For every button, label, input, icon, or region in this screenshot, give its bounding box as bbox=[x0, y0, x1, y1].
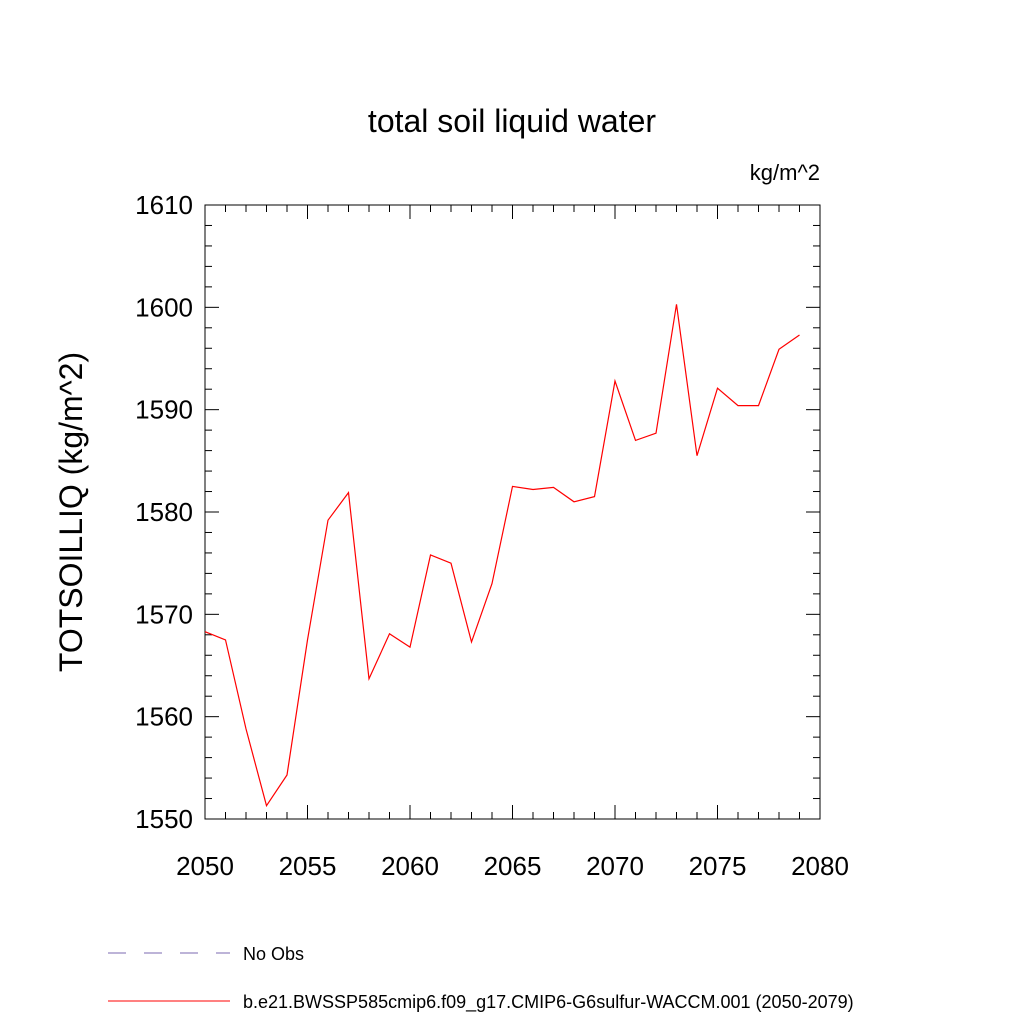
y-tick-label: 1550 bbox=[135, 804, 193, 834]
x-tick-label: 2065 bbox=[484, 851, 542, 881]
legend-label: No Obs bbox=[243, 944, 304, 964]
y-axis-label: TOTSOILLIQ (kg/m^2) bbox=[53, 352, 89, 672]
legend-label: b.e21.BWSSP585cmip6.f09_g17.CMIP6-G6sulf… bbox=[243, 992, 854, 1013]
x-tick-label: 2075 bbox=[689, 851, 747, 881]
series-line bbox=[205, 304, 800, 805]
y-tick-label: 1560 bbox=[135, 702, 193, 732]
x-tick-label: 2055 bbox=[279, 851, 337, 881]
y-tick-label: 1610 bbox=[135, 190, 193, 220]
y-tick-label: 1570 bbox=[135, 599, 193, 629]
x-tick-label: 2080 bbox=[791, 851, 849, 881]
y-tick-label: 1600 bbox=[135, 292, 193, 322]
x-tick-label: 2070 bbox=[586, 851, 644, 881]
series-lines bbox=[205, 304, 800, 805]
y-tick-label: 1580 bbox=[135, 497, 193, 527]
x-tick-label: 2060 bbox=[381, 851, 439, 881]
x-tick-label: 2050 bbox=[176, 851, 234, 881]
legend: No Obs b.e21.BWSSP585cmip6.f09_g17.CMIP6-… bbox=[108, 944, 854, 1013]
y-tick-label: 1590 bbox=[135, 395, 193, 425]
units-label: kg/m^2 bbox=[750, 160, 820, 185]
chart-title: total soil liquid water bbox=[368, 103, 656, 139]
plot-frame bbox=[205, 205, 820, 819]
axis-ticks bbox=[205, 205, 820, 819]
tick-labels: 2050 2055 2060 2065 2070 2075 2080 1550 1560 1570… bbox=[135, 190, 849, 881]
